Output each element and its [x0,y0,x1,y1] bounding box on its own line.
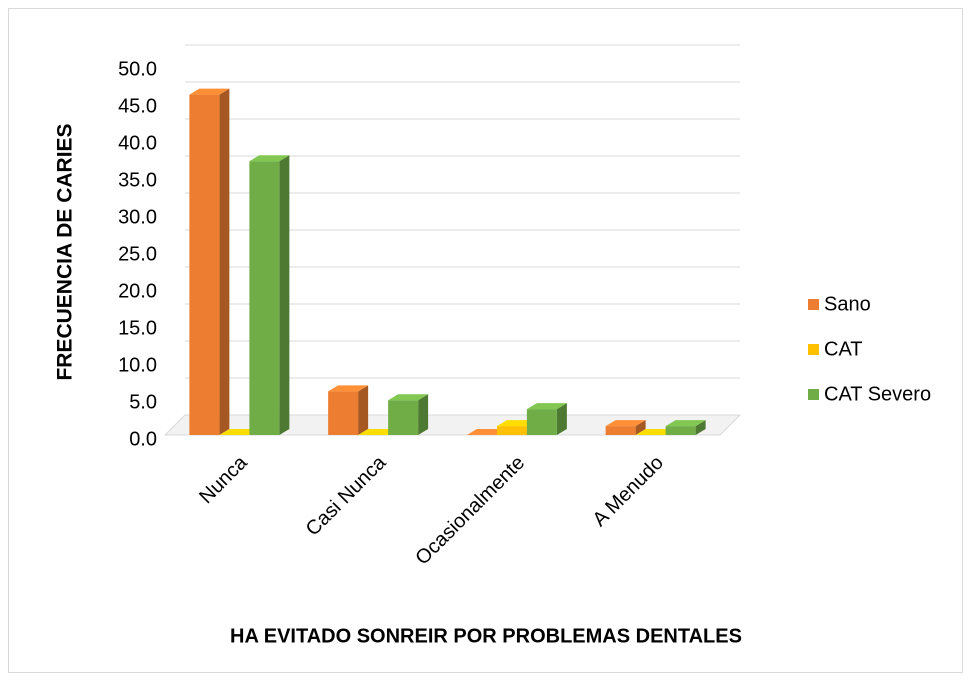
legend-label: Sano [824,293,871,315]
bar-front [328,391,359,435]
bar-front [249,161,280,435]
bar [665,420,706,435]
y-tick-label: 45.0 [118,95,157,117]
bar-front [526,409,557,435]
bar-top [189,88,230,95]
y-tick-label: 0.0 [129,428,157,450]
bar-top [665,420,706,427]
bar-top [526,403,567,410]
y-tick-label: 15.0 [118,317,157,339]
bar-side [695,420,706,435]
bar [388,394,429,435]
bar [605,420,646,435]
bar [328,385,369,435]
bar-top [605,420,646,427]
bar-side [418,394,429,435]
bar-side [556,403,567,435]
bar [526,403,567,435]
y-tick-label: 35.0 [118,169,157,191]
bar [249,155,290,435]
bar-side [219,88,230,435]
bar-front [189,94,220,435]
legend-swatch [808,299,819,310]
bar [189,88,230,435]
bar-side [279,155,290,435]
legend-label: CAT Severo [824,383,931,405]
bar-front [605,426,636,435]
x-axis-title: HA EVITADO SONREIR POR PROBLEMAS DENTALE… [230,625,742,647]
bar-front [388,400,419,435]
bar-front [665,426,696,435]
legend-label: CAT [824,338,863,360]
y-tick-label: 20.0 [118,280,157,302]
bar-side [635,420,646,435]
bar-front [496,426,527,435]
y-tick-label: 10.0 [118,354,157,376]
legend-swatch [808,389,819,400]
bar-top [328,385,369,392]
y-tick-label: 25.0 [118,243,157,265]
bar-top [249,155,290,162]
legend-swatch [808,344,819,355]
y-axis-title: FRECUENCIA DE CARIES [54,123,77,380]
y-tick-label: 5.0 [129,391,157,413]
y-tick-label: 30.0 [118,206,157,228]
bar-top [388,394,429,401]
y-tick-label: 50.0 [118,58,157,80]
bar-side [358,385,369,435]
y-tick-label: 40.0 [118,132,157,154]
